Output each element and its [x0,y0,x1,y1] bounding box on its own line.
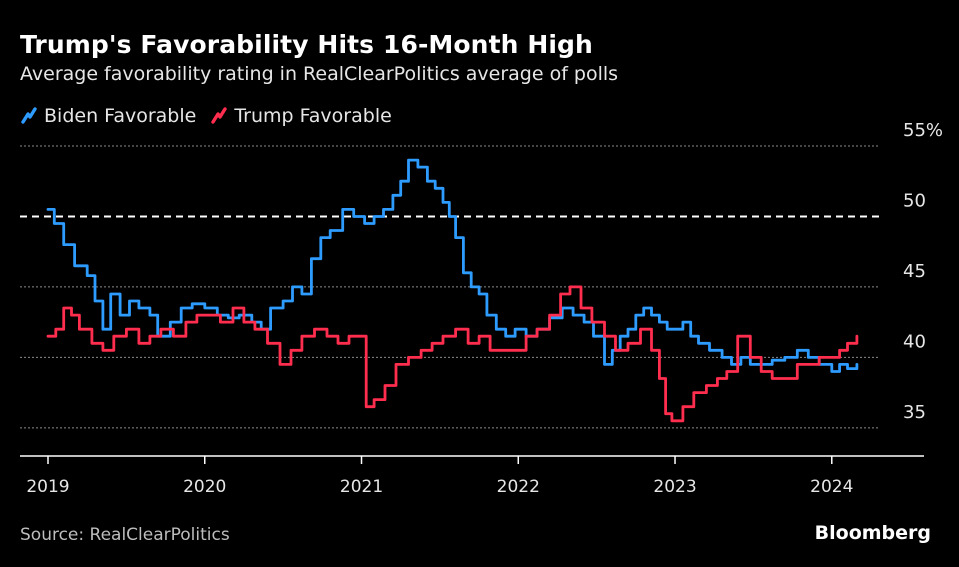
chart-subtitle: Average favorability rating in RealClear… [20,63,619,85]
series-line-biden [46,158,859,373]
y-tick-label-35: 35 [903,402,926,423]
x-tick-label-2019: 2019 [26,477,69,497]
legend-label-trump: Trump Favorable [234,105,392,127]
y-tick-label-45: 45 [903,261,926,282]
series-line-trump [46,285,859,423]
legend-item-biden: Biden Favorable [20,105,196,127]
diagonal-line-icon [21,107,37,124]
x-tick-label-2021: 2021 [340,477,383,497]
source-note: Source: RealClearPolitics [20,525,230,545]
y-tick-label-50: 50 [903,190,926,211]
legend: Biden Favorable Trump Favorable [20,105,406,127]
x-tick-label-2020: 2020 [183,477,226,497]
diagonal-line-icon [211,107,228,124]
y-tick-label-55: 55% [903,120,943,141]
x-tick-label-2024: 2024 [810,477,853,497]
legend-label-biden: Biden Favorable [44,105,197,127]
chart-title: Trump's Favorability Hits 16-Month High [20,30,593,59]
x-tick-label-2022: 2022 [497,477,540,497]
y-tick-label-40: 40 [903,331,926,352]
legend-item-trump: Trump Favorable [210,105,392,127]
x-tick-label-2023: 2023 [653,477,696,497]
bloomberg-logo: Bloomberg [814,522,931,544]
